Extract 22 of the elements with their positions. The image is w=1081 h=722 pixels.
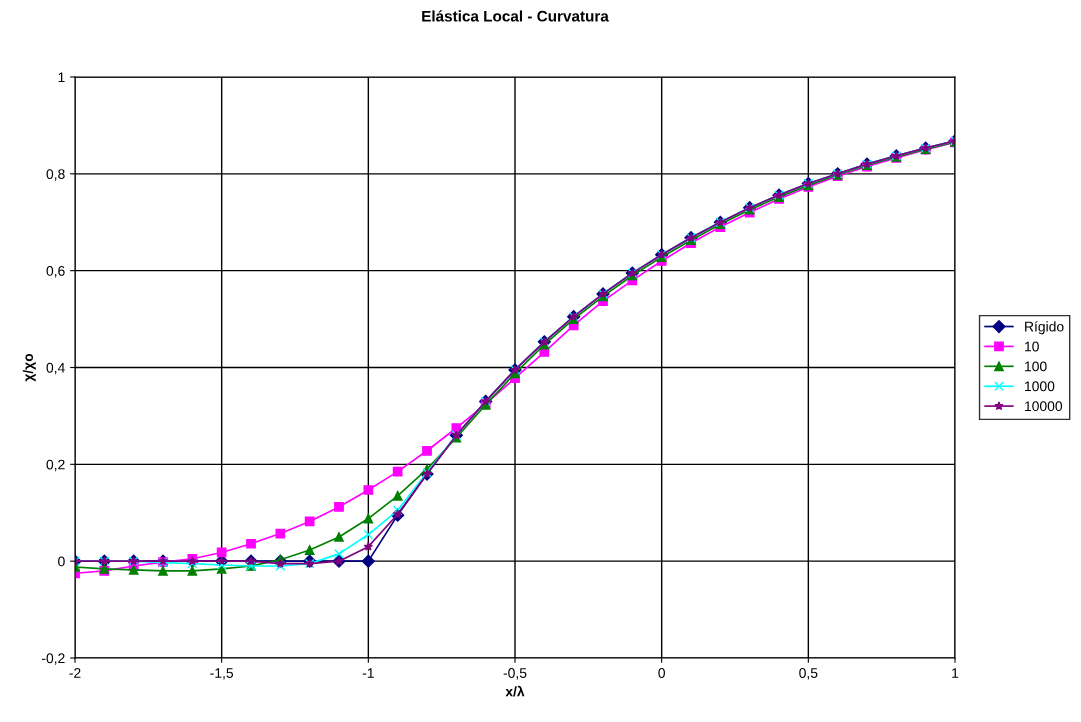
legend-label: 100 — [1025, 361, 1047, 372]
x-tick-label: -0,5 — [503, 668, 527, 680]
x-tick-label: -1 — [362, 668, 374, 678]
x-tick-label: 1 — [952, 668, 959, 678]
legend-label: 10000 — [1025, 401, 1063, 412]
y-tick-label: 0,8 — [46, 169, 65, 181]
y-tick-label: -0,2 — [41, 653, 65, 665]
chart-title: Elástica Local - Curvatura — [422, 10, 609, 22]
x-axis-title: x/λ — [505, 685, 525, 697]
y-tick-label: 0,2 — [46, 459, 65, 472]
x-tick-label: 0 — [658, 668, 665, 678]
legend-label: Rígido — [1025, 321, 1064, 335]
x-tick-label: -2 — [69, 668, 81, 678]
y-tick-label: 0 — [58, 556, 65, 567]
y-tick-label: 0,6 — [46, 266, 65, 278]
y-axis-title: χ/χo — [22, 353, 36, 382]
legend-label: 1000 — [1025, 381, 1055, 392]
y-tick-label: 0,4 — [46, 362, 65, 375]
legend-label: 10 — [1025, 341, 1039, 352]
y-tick-label: 1 — [58, 72, 65, 83]
x-tick-label: 0,5 — [799, 668, 818, 680]
x-tick-label: -1,5 — [210, 668, 234, 680]
